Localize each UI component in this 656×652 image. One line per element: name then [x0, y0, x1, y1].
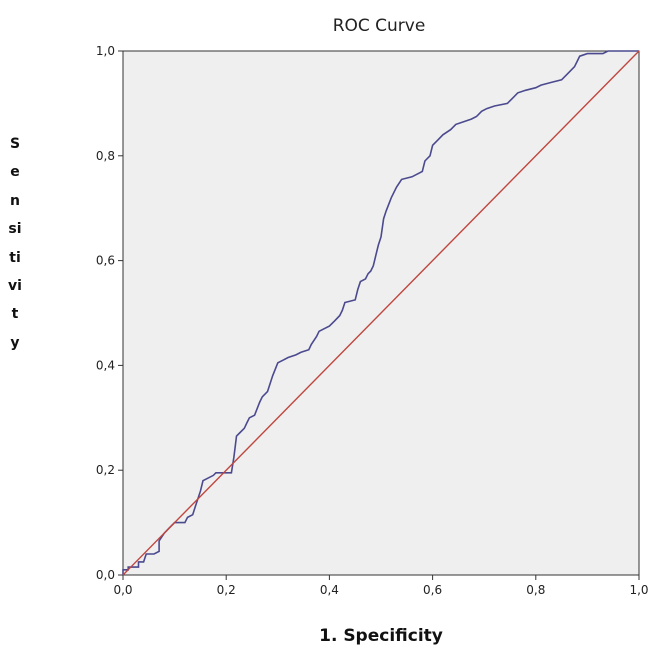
x-axis: 0,0 0,2 0,4 0,6 0,8 1,0 [113, 575, 649, 597]
x-tick-label: 0,0 [113, 583, 132, 597]
chart-title: ROC Curve [332, 16, 426, 36]
y-tick-label: 0,0 [96, 568, 115, 582]
x-axis-label: 1. Specificity [319, 626, 443, 646]
reference-diagonal-line [122, 50, 640, 576]
x-tick-label: 1,0 [629, 583, 648, 597]
y-tick-label: 1,0 [96, 44, 115, 58]
y-axis-label: Sensitivity [8, 136, 22, 351]
y-tick-label: 0,6 [96, 254, 115, 268]
series-group [122, 50, 640, 576]
y-tick-label: 0,8 [96, 149, 115, 163]
y-axis: 0,0 0,2 0,4 0,6 0,8 1,0 [96, 44, 123, 582]
roc-curve-line [122, 50, 639, 575]
x-tick-label: 0,8 [526, 583, 545, 597]
x-tick-label: 0,2 [217, 583, 236, 597]
x-tick-label: 0,4 [320, 583, 339, 597]
y-tick-label: 0,2 [96, 463, 115, 477]
y-tick-label: 0,4 [96, 358, 115, 372]
x-tick-label: 0,6 [423, 583, 442, 597]
